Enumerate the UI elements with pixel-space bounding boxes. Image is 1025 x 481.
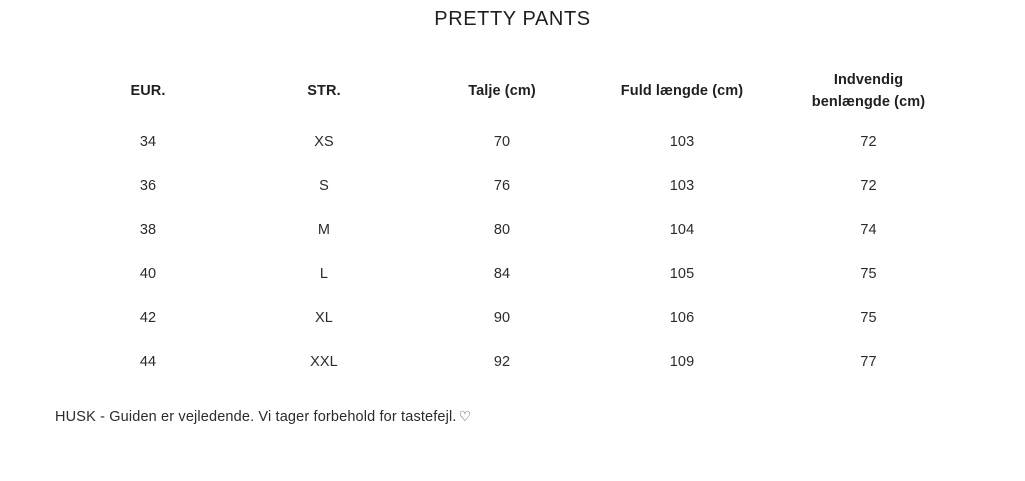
column-header-str-line1: STR. xyxy=(307,82,341,99)
table-row: 42 XL 90 106 75 xyxy=(60,296,965,340)
column-header-str: STR. xyxy=(236,62,412,120)
cell-fuld-laengde: 103 xyxy=(669,178,695,194)
cell-talje: 84 xyxy=(493,266,511,282)
cell-str: S xyxy=(319,178,329,194)
table-row: 36 S 76 103 72 xyxy=(60,164,965,208)
page-title: PRETTY PANTS xyxy=(434,8,591,30)
cell-indvendig-benlaengde: 77 xyxy=(860,354,877,370)
disclaimer-text: HUSK - Guiden er vejledende. Vi tager fo… xyxy=(55,409,457,425)
cell-indvendig-benlaengde: 72 xyxy=(860,134,877,150)
table-row: 38 M 80 104 74 xyxy=(60,208,965,252)
cell-eur: 34 xyxy=(139,134,157,150)
cell-indvendig-benlaengde: 72 xyxy=(860,178,877,194)
column-header-talje: Talje (cm) xyxy=(412,62,592,120)
column-header-indvendig-benlaengde: Indvendig benlængde (cm) xyxy=(772,62,965,120)
cell-indvendig-benlaengde: 75 xyxy=(860,310,877,326)
cell-eur: 44 xyxy=(139,354,157,370)
cell-str: XXL xyxy=(310,354,338,370)
cell-str: XS xyxy=(314,134,334,150)
cell-eur: 38 xyxy=(139,222,157,238)
table-header-row: EUR. STR. Talje (cm) Fuld længde (cm) In… xyxy=(60,62,965,120)
cell-talje: 90 xyxy=(493,310,511,326)
table-row: 40 L 84 105 75 xyxy=(60,252,965,296)
cell-talje: 70 xyxy=(493,134,511,150)
cell-eur: 42 xyxy=(139,310,157,326)
cell-fuld-laengde: 103 xyxy=(669,134,695,150)
column-header-eur-line1: EUR. xyxy=(130,82,166,99)
cell-fuld-laengde: 106 xyxy=(669,310,695,326)
cell-fuld-laengde: 104 xyxy=(669,222,695,238)
heart-icon: ♡ xyxy=(458,408,472,424)
table-row: 34 XS 70 103 72 xyxy=(60,120,965,164)
column-header-indvendig-benlaengde-line1: Indvendig xyxy=(833,71,904,88)
column-header-talje-line1: Talje (cm) xyxy=(468,82,536,99)
cell-talje: 76 xyxy=(493,178,511,194)
cell-str: M xyxy=(317,222,331,238)
column-header-indvendig-benlaengde-line2: benlængde (cm) xyxy=(811,94,926,110)
column-header-eur: EUR. xyxy=(60,62,236,120)
cell-str: XL xyxy=(315,310,333,326)
column-header-fuld-laengde-line1: Fuld længde (cm) xyxy=(620,82,744,99)
table-body: 34 XS 70 103 72 36 S 76 103 72 38 M 80 1… xyxy=(60,120,965,384)
column-header-fuld-laengde: Fuld længde (cm) xyxy=(592,62,772,120)
cell-indvendig-benlaengde: 75 xyxy=(860,266,877,282)
disclaimer-note: HUSK - Guiden er vejledende. Vi tager fo… xyxy=(55,408,471,425)
table-row: 44 XXL 92 109 77 xyxy=(60,340,965,384)
cell-str: L xyxy=(319,266,329,282)
cell-indvendig-benlaengde: 74 xyxy=(860,222,877,238)
cell-eur: 36 xyxy=(139,178,157,194)
cell-fuld-laengde: 105 xyxy=(669,266,695,282)
table-header: EUR. STR. Talje (cm) Fuld længde (cm) In… xyxy=(60,62,965,120)
cell-talje: 92 xyxy=(493,354,511,370)
size-chart-table: EUR. STR. Talje (cm) Fuld længde (cm) In… xyxy=(60,62,965,384)
cell-eur: 40 xyxy=(139,266,157,282)
cell-fuld-laengde: 109 xyxy=(669,354,695,370)
cell-talje: 80 xyxy=(493,222,511,238)
